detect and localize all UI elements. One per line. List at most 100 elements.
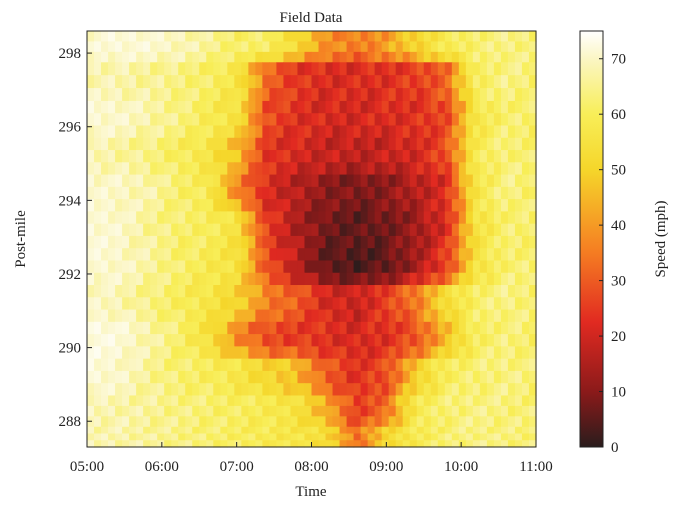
heatmap-cell xyxy=(206,321,214,335)
heatmap-cell xyxy=(339,260,348,274)
heatmap-cell xyxy=(290,113,299,127)
heatmap-cell xyxy=(353,395,362,407)
heatmap-cell xyxy=(94,211,102,225)
heatmap-cell xyxy=(479,395,488,407)
heatmap-cell xyxy=(136,383,144,397)
heatmap-cell xyxy=(374,405,383,417)
heatmap-cell xyxy=(507,41,516,53)
heatmap-cell xyxy=(276,88,285,102)
heatmap-cell xyxy=(311,426,320,435)
heatmap-cell xyxy=(206,235,214,249)
heatmap-cell xyxy=(115,440,123,448)
heatmap-cell xyxy=(129,51,137,63)
heatmap-cell xyxy=(395,395,404,407)
heatmap-cell xyxy=(192,51,200,63)
heatmap-cell xyxy=(87,321,95,335)
heatmap-cell xyxy=(297,223,306,237)
heatmap-cell xyxy=(388,199,397,212)
heatmap-cell xyxy=(185,223,193,237)
heatmap-cell xyxy=(178,100,186,114)
heatmap-cell xyxy=(318,235,327,249)
heatmap-cell xyxy=(521,223,530,237)
heatmap-cell xyxy=(290,174,299,188)
heatmap-cell xyxy=(234,137,242,151)
heatmap-cell xyxy=(346,174,355,188)
heatmap-cell xyxy=(206,285,214,298)
heatmap-cell xyxy=(262,75,271,89)
heatmap-cell xyxy=(318,125,327,139)
heatmap-cell xyxy=(423,433,432,441)
heatmap-cell xyxy=(122,272,130,286)
heatmap-cell xyxy=(430,51,439,63)
heatmap-cell xyxy=(304,395,313,407)
heatmap-cell xyxy=(521,100,530,114)
heatmap-cell xyxy=(101,440,109,448)
heatmap-cell xyxy=(472,358,481,372)
heatmap-cell xyxy=(143,334,151,347)
heatmap-cell xyxy=(192,383,200,397)
heatmap-cell xyxy=(276,358,285,372)
heatmap-cell xyxy=(248,285,256,298)
heatmap-cell xyxy=(87,51,95,63)
heatmap-cell xyxy=(136,62,144,76)
heatmap-cell xyxy=(402,125,411,139)
heatmap-cell xyxy=(199,75,207,89)
heatmap-cell xyxy=(479,321,488,335)
heatmap-cell xyxy=(157,440,165,448)
heatmap-cell xyxy=(220,405,228,417)
heatmap-cell xyxy=(297,416,306,428)
heatmap-cell xyxy=(416,426,425,435)
heatmap-cell xyxy=(500,88,509,102)
heatmap-cell xyxy=(430,248,439,262)
heatmap-cell xyxy=(164,113,172,127)
heatmap-cell xyxy=(318,358,327,372)
heatmap-cell xyxy=(416,440,425,448)
heatmap-cell xyxy=(444,321,453,335)
colorbar-tick-label: 40 xyxy=(611,218,626,234)
heatmap-cells xyxy=(87,31,537,448)
heatmap-cell xyxy=(423,358,432,372)
heatmap-cell xyxy=(388,440,397,448)
heatmap-cell xyxy=(178,297,186,311)
heatmap-cell xyxy=(493,174,502,188)
heatmap-cell xyxy=(192,125,200,139)
heatmap-cell xyxy=(283,416,292,428)
heatmap-cell xyxy=(248,248,256,262)
heatmap-cell xyxy=(325,211,334,225)
heatmap-cell xyxy=(220,440,228,448)
heatmap-cell xyxy=(227,162,235,176)
heatmap-cell xyxy=(353,41,362,53)
heatmap-cell xyxy=(87,416,95,428)
heatmap-cell xyxy=(283,346,292,360)
heatmap-cell xyxy=(262,358,271,372)
heatmap-cell xyxy=(213,125,221,139)
x-tick-label: 05:00 xyxy=(70,459,104,475)
heatmap-cell xyxy=(136,100,144,114)
heatmap-cell xyxy=(521,358,530,372)
heatmap-cell xyxy=(458,137,467,151)
heatmap-cell xyxy=(248,235,256,249)
heatmap-cell xyxy=(150,100,158,114)
heatmap-cell xyxy=(206,199,214,212)
heatmap-cell xyxy=(374,75,383,89)
heatmap-cell xyxy=(164,440,172,448)
heatmap-cell xyxy=(171,162,179,176)
heatmap-cell xyxy=(136,297,144,311)
heatmap-cell xyxy=(409,309,418,323)
heatmap-cell xyxy=(164,31,172,43)
heatmap-cell xyxy=(115,272,123,286)
heatmap-cell xyxy=(451,88,460,102)
heatmap-cell xyxy=(500,125,509,139)
heatmap-cell xyxy=(178,186,186,200)
heatmap-cell xyxy=(283,199,292,212)
heatmap-cell xyxy=(332,235,341,249)
heatmap-cell xyxy=(318,199,327,212)
heatmap-cell xyxy=(360,405,369,417)
heatmap-cell xyxy=(430,285,439,298)
heatmap-cell xyxy=(241,297,249,311)
heatmap-cell xyxy=(325,321,334,335)
heatmap-cell xyxy=(164,334,172,347)
heatmap-cell xyxy=(507,383,516,397)
heatmap-cell xyxy=(164,346,172,360)
heatmap-cell xyxy=(311,395,320,407)
